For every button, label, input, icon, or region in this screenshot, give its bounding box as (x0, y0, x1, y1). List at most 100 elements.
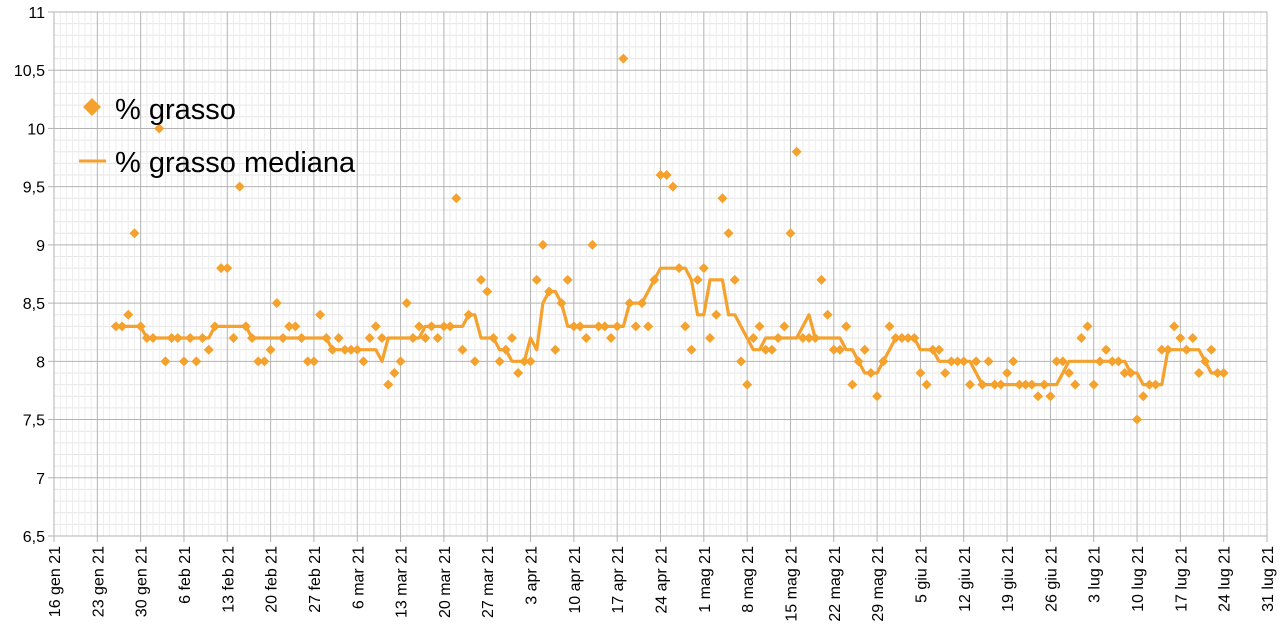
x-tick-label: 27 mar 21 (480, 546, 497, 618)
scatter-point (995, 379, 1006, 390)
scatter-point (141, 333, 152, 344)
scatter-point (698, 263, 709, 274)
scatter-point (1206, 344, 1217, 355)
scatter-point (599, 321, 610, 332)
scatter-point (661, 170, 672, 181)
x-tick-label: 19 giu 21 (1000, 546, 1017, 612)
scatter-point (754, 321, 765, 332)
x-tick-label: 26 giu 21 (1043, 546, 1060, 612)
scatter-point (1132, 414, 1143, 425)
scatter-point (971, 356, 982, 367)
scatter-point (308, 356, 319, 367)
scatter-point (185, 333, 196, 344)
scatter-point (370, 321, 381, 332)
plot-frame (53, 11, 1268, 537)
scatter-point (407, 333, 418, 344)
scatter-point (1175, 333, 1186, 344)
scatter-point (748, 333, 759, 344)
scatter-point (779, 321, 790, 332)
scatter-point (593, 321, 604, 332)
scatter-point (265, 344, 276, 355)
scatter-point (500, 344, 511, 355)
legend-label-line: % grasso mediana (115, 147, 356, 179)
y-tick-label: 9,5 (23, 180, 45, 197)
scatter-point (711, 309, 722, 320)
scatter-point (927, 344, 938, 355)
scatter-point (482, 286, 493, 297)
scatter-point (259, 356, 270, 367)
scatter-point (909, 333, 920, 344)
scatter-point (488, 333, 499, 344)
scatter-point (302, 356, 313, 367)
scatter-point (129, 228, 140, 239)
scatter-point (420, 333, 431, 344)
scatter-point (1187, 333, 1198, 344)
scatter-point (451, 193, 462, 204)
scatter-point (1193, 367, 1204, 378)
scatter-point (117, 321, 128, 332)
scatter-point (191, 356, 202, 367)
scatter-point (284, 321, 295, 332)
scatter-point (432, 333, 443, 344)
scatter-point (315, 309, 326, 320)
scatter-point (804, 333, 815, 344)
scatter-point (760, 344, 771, 355)
scatter-point (729, 274, 740, 285)
scatter-point (791, 146, 802, 157)
scatter-point (414, 321, 425, 332)
x-tick-label: 10 apr 21 (567, 546, 584, 614)
scatter-point (1014, 379, 1025, 390)
scatter-point (123, 309, 134, 320)
scatter-point (630, 321, 641, 332)
scatter-point (958, 356, 969, 367)
scatter-point (1039, 379, 1050, 390)
scatter-point (834, 344, 845, 355)
scatter-point (1063, 367, 1074, 378)
x-tick-label: 10 lug 21 (1130, 546, 1147, 612)
scatter-point (216, 263, 227, 274)
scatter-point (1088, 379, 1099, 390)
scatter-point (154, 123, 165, 134)
x-tick-label: 24 lug 21 (1217, 546, 1234, 612)
scatter-point (1057, 356, 1068, 367)
scatter-point (896, 333, 907, 344)
scatter-point (178, 356, 189, 367)
scatter-point (1156, 344, 1167, 355)
scatter-point (1101, 344, 1112, 355)
x-tick-label: 31 lug 21 (1260, 546, 1277, 612)
scatter-point (506, 333, 517, 344)
scatter-point (240, 321, 251, 332)
x-tick-label: 3 apr 21 (524, 546, 541, 605)
scatter-point (915, 367, 926, 378)
scatter-point (346, 344, 357, 355)
scatter-point (841, 321, 852, 332)
scatter-point (1212, 367, 1223, 378)
scatter-point (816, 274, 827, 285)
scatter-point (1070, 379, 1081, 390)
scatter-point (940, 367, 951, 378)
scatter-point (674, 263, 685, 274)
x-tick-label: 8 mag 21 (740, 546, 757, 613)
x-tick-label: 30 gen 21 (134, 546, 151, 617)
x-tick-label: 12 giu 21 (957, 546, 974, 612)
y-tick-label: 10,5 (14, 63, 45, 80)
scatter-point (989, 379, 1000, 390)
x-tick-label: 29 mag 21 (870, 546, 887, 622)
scatter-point (605, 333, 616, 344)
scatter-point (531, 274, 542, 285)
scatter-point (636, 298, 647, 309)
y-tick-label: 8,5 (23, 296, 45, 313)
scatter-point (624, 298, 635, 309)
scatter-series (110, 53, 1229, 425)
scatter-point (395, 356, 406, 367)
scatter-point (977, 379, 988, 390)
scatter-point (766, 344, 777, 355)
scatter-point (952, 356, 963, 367)
scatter-point (296, 333, 307, 344)
scatter-point (865, 367, 876, 378)
x-tick-label: 5 giu 21 (913, 546, 930, 603)
scatter-point (197, 333, 208, 344)
scatter-point (1051, 356, 1062, 367)
x-tick-label: 20 feb 21 (264, 546, 281, 613)
axes (48, 11, 1268, 542)
